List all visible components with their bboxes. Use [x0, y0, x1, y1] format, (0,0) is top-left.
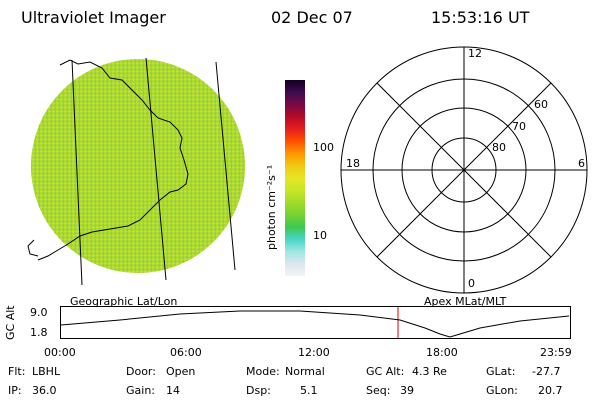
coastline: [27, 239, 39, 257]
orbit-plot-frame: [60, 306, 571, 339]
lat-label-80: 80: [492, 141, 506, 154]
lat-label-70: 70: [512, 120, 526, 133]
status-glon-label: GLon:: [486, 384, 518, 397]
mlt-line-diag: [376, 82, 552, 258]
mlt-label-18: 18: [346, 157, 360, 170]
orbit-xtick-1200: 12:00: [298, 346, 330, 359]
orbit-xtick-0600: 06:00: [170, 346, 202, 359]
orbit-ymax: 9.0: [30, 306, 48, 319]
status-glon-value: 20.7: [538, 384, 563, 397]
colorbar-tick-10: 10: [313, 229, 327, 242]
status-seq-value: 39: [400, 384, 414, 397]
status-flt-label: Flt:: [8, 365, 26, 378]
coastline: [37, 59, 189, 261]
meridian-line: [215, 61, 236, 271]
colorbar-tick-100: 100: [313, 141, 334, 154]
status-gain-value: 14: [166, 384, 180, 397]
orbit-altitude-plot: [60, 306, 571, 339]
status-door-label: Door:: [126, 365, 156, 378]
color-scale-bar: [285, 80, 305, 276]
orbit-ylabel: GC Alt: [4, 305, 17, 340]
apex-panel-label: Apex MLat/MLT: [424, 295, 507, 308]
lat-label-60: 60: [534, 98, 548, 111]
polar-mlt-plot: [340, 46, 588, 294]
mlt-label-12: 12: [468, 47, 482, 60]
orbit-altitude-curve: [60, 310, 570, 338]
instrument-title: Ultraviolet Imager: [21, 8, 166, 27]
time-label: 15:53:16 UT: [431, 8, 530, 27]
earth-disk: [31, 59, 245, 273]
orbit-xtick-1800: 18:00: [426, 346, 458, 359]
status-seq-label: Seq:: [366, 384, 391, 397]
orbit-xtick-2359: 23:59: [540, 346, 572, 359]
mlt-label-6: 6: [578, 157, 585, 170]
geographic-image: [27, 57, 245, 285]
meridian-line: [145, 57, 167, 281]
status-gain-label: Gain:: [126, 384, 155, 397]
status-door-value: Open: [166, 365, 196, 378]
mlt-label-0: 0: [468, 277, 475, 290]
status-gcalt-label: GC Alt:: [366, 365, 405, 378]
geographic-panel-label: Geographic Lat/Lon: [70, 295, 178, 308]
colorbar-unit-label: photon cm⁻²s⁻¹: [265, 164, 278, 250]
orbit-xtick-0000: 00:00: [44, 346, 76, 359]
status-ip-label: IP:: [8, 384, 22, 397]
status-flt-value: LBHL: [32, 365, 61, 378]
orbit-ymin: 1.8: [30, 326, 48, 339]
status-mode-label: Mode:: [246, 365, 280, 378]
meridian-line: [71, 59, 83, 285]
status-dsp-label: Dsp:: [246, 384, 271, 397]
status-mode-value: Normal: [285, 365, 325, 378]
status-ip-value: 36.0: [32, 384, 57, 397]
status-glat-label: GLat:: [486, 365, 516, 378]
status-dsp-value: 5.1: [300, 384, 318, 397]
status-glat-value: -27.7: [532, 365, 561, 378]
date-label: 02 Dec 07: [271, 8, 353, 27]
status-gcalt-value: 4.3 Re: [412, 365, 447, 378]
